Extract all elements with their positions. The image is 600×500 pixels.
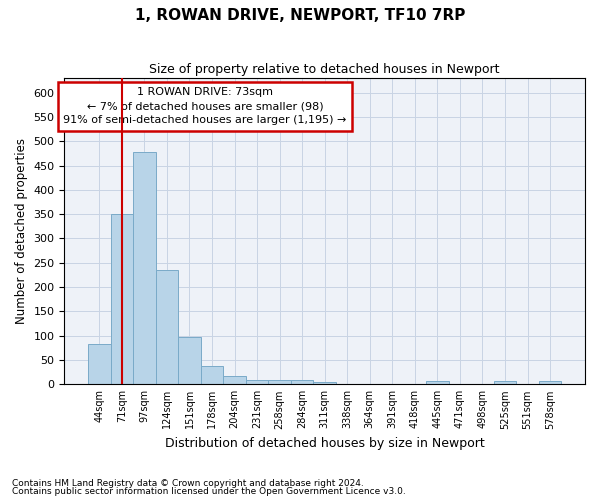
Y-axis label: Number of detached properties: Number of detached properties [15, 138, 28, 324]
Bar [223, 376, 246, 384]
Bar [133, 152, 155, 384]
Bar [246, 380, 268, 384]
Bar [88, 344, 110, 385]
Bar [313, 382, 336, 384]
Bar [178, 337, 201, 384]
Text: 1, ROWAN DRIVE, NEWPORT, TF10 7RP: 1, ROWAN DRIVE, NEWPORT, TF10 7RP [135, 8, 465, 22]
Text: 1 ROWAN DRIVE: 73sqm
← 7% of detached houses are smaller (98)
91% of semi-detach: 1 ROWAN DRIVE: 73sqm ← 7% of detached ho… [63, 87, 347, 125]
Text: Contains HM Land Registry data © Crown copyright and database right 2024.: Contains HM Land Registry data © Crown c… [12, 478, 364, 488]
Bar [268, 380, 291, 384]
Bar [291, 380, 313, 384]
Bar [110, 214, 133, 384]
Text: Contains public sector information licensed under the Open Government Licence v3: Contains public sector information licen… [12, 487, 406, 496]
Bar [494, 382, 516, 384]
Bar [426, 382, 449, 384]
Title: Size of property relative to detached houses in Newport: Size of property relative to detached ho… [149, 62, 500, 76]
X-axis label: Distribution of detached houses by size in Newport: Distribution of detached houses by size … [165, 437, 485, 450]
Bar [155, 270, 178, 384]
Bar [539, 382, 562, 384]
Bar [201, 366, 223, 384]
